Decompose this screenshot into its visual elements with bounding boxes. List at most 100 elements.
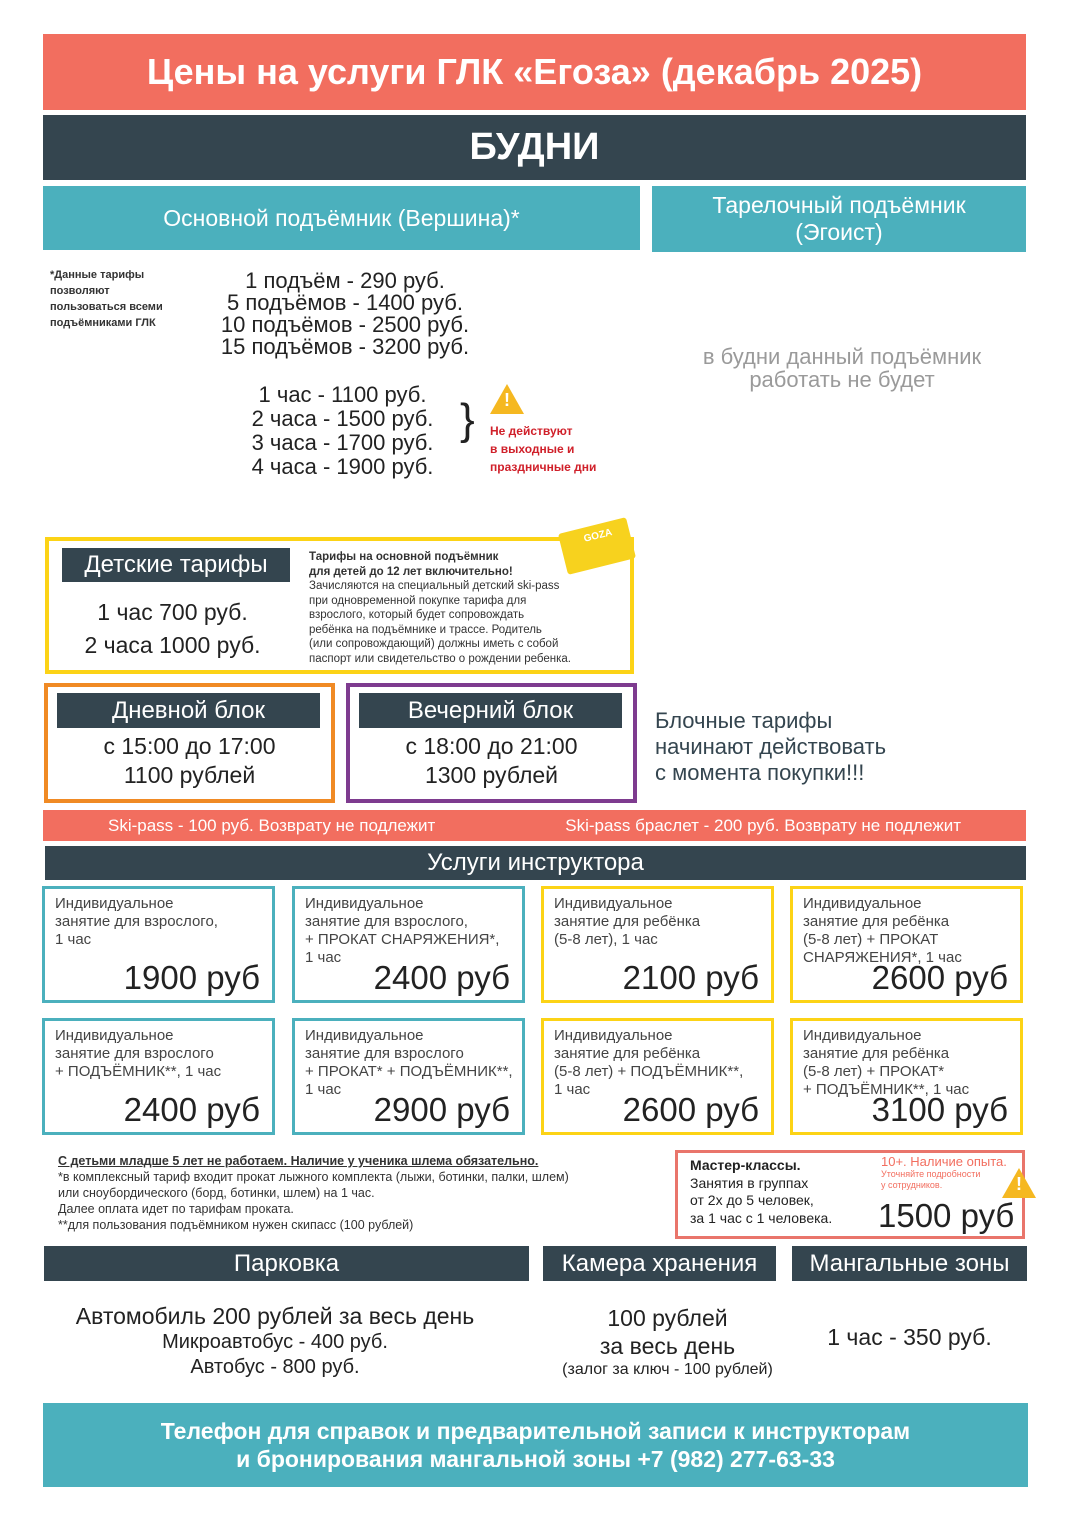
children-label: Детские тарифы [62, 548, 290, 582]
card-price: 3100 руб [871, 1091, 1008, 1128]
day-block-price: 1100 рублей [123, 762, 256, 788]
card-description: (5-8 лет) + ПРОКАТ [803, 931, 939, 948]
card-description: занятие для взрослого, [55, 913, 218, 930]
master-class-price: 1500 руб [878, 1197, 1015, 1234]
card-description: + ПОДЪЁМНИК**, 1 час [55, 1063, 222, 1080]
price-line: 1 подъём - 290 руб. [245, 268, 445, 293]
price-line: 10 подъёмов - 2500 руб. [220, 312, 470, 337]
card-logo: GOZA [582, 527, 614, 545]
instructor-card: Индивидуальное занятие для ребёнка (5-8 ле… [541, 1018, 774, 1135]
card-description: Индивидуальное [305, 1027, 424, 1044]
instructor-card: Индивидуальное занятие для ребёнка (5-8 ле… [541, 886, 774, 1003]
note-line: с момента покупки!!! [655, 760, 865, 785]
card-price: 2400 руб [373, 959, 510, 996]
plate-lift-note: в будни данный подъёмник работать не буд… [652, 345, 1032, 391]
block-note: Блочные тарифы начинают действовать с мо… [655, 708, 886, 786]
desc-line: Зачисляются на специальный детский ski-p… [309, 580, 560, 592]
storage-header: Камера хранения [543, 1246, 776, 1281]
main-lift-header: Основной подъёмник (Вершина)* [43, 186, 640, 250]
notes-heading: С детьми младше 5 лет не работаем. Налич… [58, 1154, 539, 1168]
card-description: + ПРОКАТ СНАРЯЖЕНИЯ*, [305, 931, 500, 948]
footer-line: Телефон для справок и предварительной за… [160, 1418, 911, 1444]
master-line: за 1 час с 1 человека. [690, 1209, 833, 1226]
instructor-card: Индивидуальное занятие для взрослого + ПРО… [292, 1018, 525, 1135]
desc-line: (или сопровождающий) должны иметь с собо… [309, 638, 559, 650]
card-description: занятие для ребёнка [554, 1045, 701, 1062]
instructor-card: Индивидуальное занятие для взрослого + ПО… [42, 1018, 275, 1135]
note-line: в будни данный подъёмник [702, 344, 982, 369]
card-price: 1900 руб [123, 959, 260, 996]
master-class-requirements: 10+. Наличие опыта. Уточняйте подробност… [881, 1154, 1007, 1191]
card-description: 1 час [554, 1081, 591, 1098]
card-description: занятие для ребёнка [803, 1045, 950, 1062]
skipass-price: Ski-pass - 100 руб. Возврату не подлежит [107, 815, 436, 835]
card-description: 1 час [305, 1081, 342, 1098]
children-prices: 1 час 700 руб. 2 часа 1000 руб. [55, 596, 290, 662]
parking-car: Автомобиль 200 рублей за весь день [75, 1303, 475, 1329]
instructor-header: Услуги инструктора [45, 846, 1026, 880]
bbq-price: 1 час - 350 руб. [827, 1324, 992, 1350]
note-line: или сноубордического (борд, ботинки, шле… [58, 1186, 375, 1200]
card-price: 2400 руб [123, 1091, 260, 1128]
plate-lift-header: Тарелочный подъёмник (Эгоист) [652, 186, 1026, 252]
day-block-info: с 15:00 до 17:00 1100 рублей [44, 732, 335, 790]
card-description: 1 час [55, 931, 92, 948]
children-heading: для детей до 12 лет включительно! [309, 565, 513, 578]
warning-icon: ! [490, 384, 524, 414]
card-price: 2100 руб [622, 959, 759, 996]
footer-contact: Телефон для справок и предварительной за… [43, 1403, 1028, 1487]
card-description: занятие для взрослого [55, 1045, 214, 1062]
instructor-notes: С детьми младше 5 лет не работаем. Налич… [58, 1153, 569, 1233]
evening-block-info: с 18:00 до 21:00 1300 рублей [346, 732, 637, 790]
day-block-box [44, 683, 335, 803]
evening-block-time: с 18:00 до 21:00 [405, 733, 578, 759]
evening-block-box [346, 683, 637, 803]
weekend-warning: Не действуют в выходные и праздничные дн… [490, 422, 596, 476]
evening-block-label: Вечерний блок [359, 693, 622, 728]
requirement: 10+. Наличие опыта. [881, 1154, 1007, 1169]
children-description: Тарифы на основной подъёмник для детей д… [309, 550, 571, 666]
instructor-card: Индивидуальное занятие для взрослого, 1 ча… [42, 886, 275, 1003]
day-block-time: с 15:00 до 17:00 [103, 733, 276, 759]
price-line: 2 часа - 1500 руб. [251, 406, 434, 431]
day-block-label: Дневной блок [57, 693, 320, 728]
master-line: Занятия в группах [690, 1174, 809, 1191]
storage-price: 100 рублей [607, 1305, 728, 1331]
parking-minibus: Микроавтобус - 400 руб. [162, 1331, 388, 1353]
desc-line: при одновременной покупке тарифа для [309, 594, 527, 607]
note-line: Далее оплата идет по тарифам проката. [58, 1202, 294, 1216]
footnote-line: пользоваться всеми [50, 301, 163, 313]
hint-line: Уточняйте подробности [881, 1169, 981, 1179]
card-description: Индивидуальное [55, 1027, 174, 1044]
page-title: Цены на услуги ГЛК «Егоза» (декабрь 2025… [43, 34, 1026, 110]
card-description: занятие для ребёнка [803, 913, 950, 930]
skipass-bracelet-price: Ski-pass браслет - 200 руб. Возврату не … [565, 815, 962, 835]
footnote-line: *Данные тарифы [50, 269, 145, 281]
desc-line: ребёнка на подъёмнике и трассе. Родитель [309, 623, 542, 636]
note-line: *в комплексный тариф входит прокат лыжно… [58, 1170, 569, 1184]
brace: } [460, 395, 475, 444]
card-description: Индивидуальное [554, 1027, 673, 1044]
card-price: 2900 руб [373, 1091, 510, 1128]
warning-line: праздничные дни [490, 460, 597, 474]
note-line: работать не будет [749, 367, 935, 392]
desc-line: взрослого, который будет сопровождать [309, 609, 525, 621]
card-description: Индивидуальное [554, 895, 673, 912]
note-line: **для пользования подъёмником нужен скип… [58, 1218, 414, 1232]
hour-prices: 1 час - 1100 руб. 2 часа - 1500 руб. 3 ч… [200, 383, 485, 479]
children-heading: Тарифы на основной подъёмник [309, 551, 499, 563]
card-description: (5-8 лет) + ПОДЪЁМНИК**, [554, 1063, 744, 1080]
card-description: Индивидуальное [803, 1027, 922, 1044]
footnote-line: позволяют [50, 285, 110, 297]
ride-prices: 1 подъём - 290 руб. 5 подъёмов - 1400 ру… [195, 270, 495, 358]
master-line: от 2х до 5 человек, [690, 1192, 814, 1208]
card-description: (5-8 лет), 1 час [554, 931, 658, 948]
price-line: 1 час - 1100 руб. [258, 382, 427, 407]
card-description: + ПОДЪЁМНИК**, 1 час [803, 1081, 970, 1098]
card-price: 2600 руб [622, 1091, 759, 1128]
footer-phone[interactable]: и бронирования мангальной зоны +7 (982) … [236, 1446, 835, 1472]
main-lift-footnote: *Данные тарифы позволяют пользоваться вс… [50, 267, 163, 331]
warning-line: Не действуют [490, 424, 573, 438]
price-line: 3 часа - 1700 руб. [251, 430, 434, 455]
card-price: 2600 руб [871, 959, 1008, 996]
